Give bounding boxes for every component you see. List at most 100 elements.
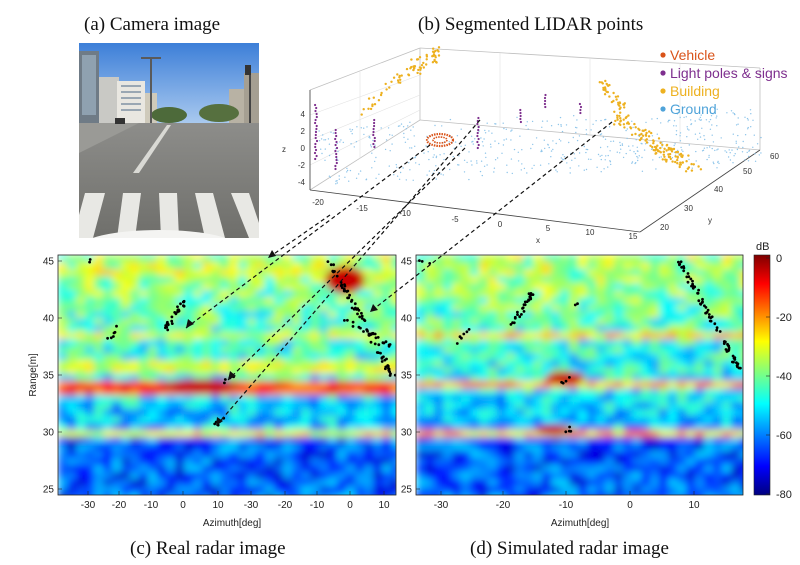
heat-cell [542, 332, 552, 340]
caption-real-radar: (c) Real radar image [130, 538, 286, 559]
heat-cell [373, 255, 383, 263]
heat-cell [596, 339, 606, 347]
heat-cell [578, 479, 588, 487]
heat-cell [247, 416, 257, 424]
heat-cell [578, 388, 588, 396]
building-point [433, 59, 436, 63]
ground-point [583, 145, 585, 148]
heat-cell [416, 367, 426, 375]
ground-point [681, 149, 683, 151]
heat-cell [488, 395, 498, 403]
heat-cell [391, 479, 396, 487]
heat-cell [686, 479, 696, 487]
heat-cell [310, 353, 320, 361]
heat-cell [416, 262, 426, 270]
ground-point [585, 129, 587, 131]
heat-cell [211, 325, 221, 333]
heat-cell [425, 437, 435, 445]
heat-hotspot [160, 379, 240, 393]
heat-cell [85, 486, 95, 494]
heat-cell [668, 458, 678, 466]
heat-cell [274, 339, 284, 347]
heat-cell [470, 395, 480, 403]
heat-cell [166, 367, 176, 375]
heat-cell [704, 458, 714, 466]
heat-cell [416, 290, 426, 298]
radar-detection [567, 429, 571, 433]
heat-cell [605, 409, 615, 417]
heat-cell [488, 276, 498, 284]
heat-cell [247, 395, 257, 403]
heat-cell [265, 493, 275, 495]
building-point [690, 162, 693, 166]
heat-cell [229, 493, 239, 495]
building-point [697, 165, 700, 168]
heat-cell [434, 325, 444, 333]
heat-cell [632, 409, 642, 417]
heat-cell [704, 318, 714, 326]
heat-cell [668, 451, 678, 459]
heat-cell [578, 367, 588, 375]
heat-cell [193, 339, 203, 347]
heat-cell [596, 486, 606, 494]
heat-cell [220, 458, 230, 466]
heat-cell [632, 451, 642, 459]
heat-cell [443, 388, 453, 396]
radar-detection [462, 332, 466, 336]
radar-detection [713, 322, 717, 326]
ground-point [628, 145, 630, 147]
ground-point [711, 134, 713, 136]
heat-cell [659, 290, 669, 298]
heat-cell [740, 353, 743, 361]
ground-point [517, 160, 520, 162]
heat-cell [542, 409, 552, 417]
heat-cell [112, 367, 122, 375]
building-point [432, 47, 435, 50]
ground-point [523, 167, 526, 170]
radar-detection [222, 416, 226, 420]
heat-cell [373, 297, 383, 305]
colorbar: dB 0-20-40-60-80 [753, 241, 792, 501]
heat-cell [175, 353, 185, 361]
building-point [616, 114, 619, 117]
heat-cell [605, 430, 615, 438]
heat-cell [337, 416, 347, 424]
heat-cell [731, 367, 741, 375]
heat-cell [94, 395, 104, 403]
heat-cell [740, 493, 743, 495]
heat-cell [731, 346, 741, 354]
heat-cell [391, 423, 396, 431]
heat-cell [157, 297, 167, 305]
ground-point [318, 140, 321, 142]
heat-cell [274, 346, 284, 354]
heat-cell [193, 444, 203, 452]
heat-cell [497, 318, 507, 326]
heat-cell [461, 346, 471, 354]
heat-cell [337, 423, 347, 431]
heat-cell [175, 290, 185, 298]
heat-cell [67, 255, 77, 263]
heat-cell [524, 339, 534, 347]
heat-cell [130, 465, 140, 473]
heat-cell [58, 493, 68, 495]
heat-cell [470, 367, 480, 375]
building-point [642, 129, 645, 132]
heat-cell [238, 444, 248, 452]
ground-point [634, 162, 636, 165]
heat-cell [265, 486, 275, 494]
heat-cell [220, 255, 230, 263]
heat-cell [184, 479, 194, 487]
heat-cell [337, 472, 347, 480]
heat-cell [722, 318, 732, 326]
heat-cell [157, 269, 167, 277]
heat-cell [112, 360, 122, 368]
heat-cell [479, 465, 489, 473]
heat-cell [731, 402, 741, 410]
heat-cell [479, 416, 489, 424]
y-tick-label: 45 [401, 257, 413, 268]
heat-cell [560, 339, 570, 347]
heat-cell [641, 290, 651, 298]
heat-cell [740, 458, 743, 466]
heat-cell [112, 304, 122, 312]
heat-cell [497, 451, 507, 459]
